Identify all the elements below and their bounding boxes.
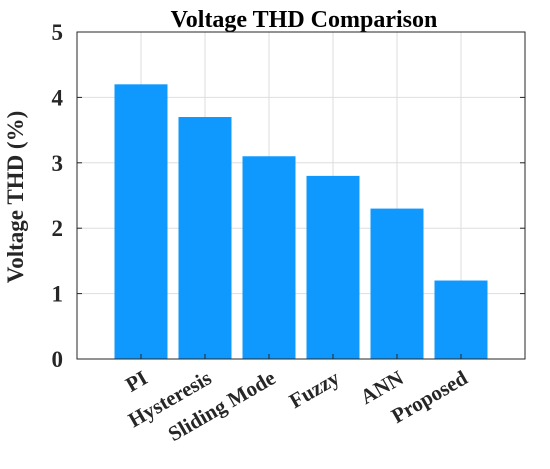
chart-title: Voltage THD Comparison [171,7,438,33]
plot-frame [76,31,526,360]
bar-hysteresis [178,117,232,360]
y-tick-label: 3 [52,151,64,176]
y-axis-label: Voltage THD (%) [3,111,28,284]
x-tick-label: Fuzzy [285,365,344,413]
x-tick-label: PI [121,366,151,397]
bar-ann [370,208,424,359]
bar-proposed [434,280,488,359]
y-tick-label: 5 [52,20,64,45]
bar-sliding-mode [242,156,296,359]
bars [114,84,488,360]
bar-pi [114,84,168,359]
y-axis-ticks: 0 1 2 3 4 5 [52,20,525,372]
bar-fuzzy [306,175,360,359]
y-tick-label: 2 [52,216,64,241]
y-tick-label: 0 [52,347,64,372]
y-tick-label: 1 [52,282,64,307]
y-tick-label: 4 [52,85,64,110]
